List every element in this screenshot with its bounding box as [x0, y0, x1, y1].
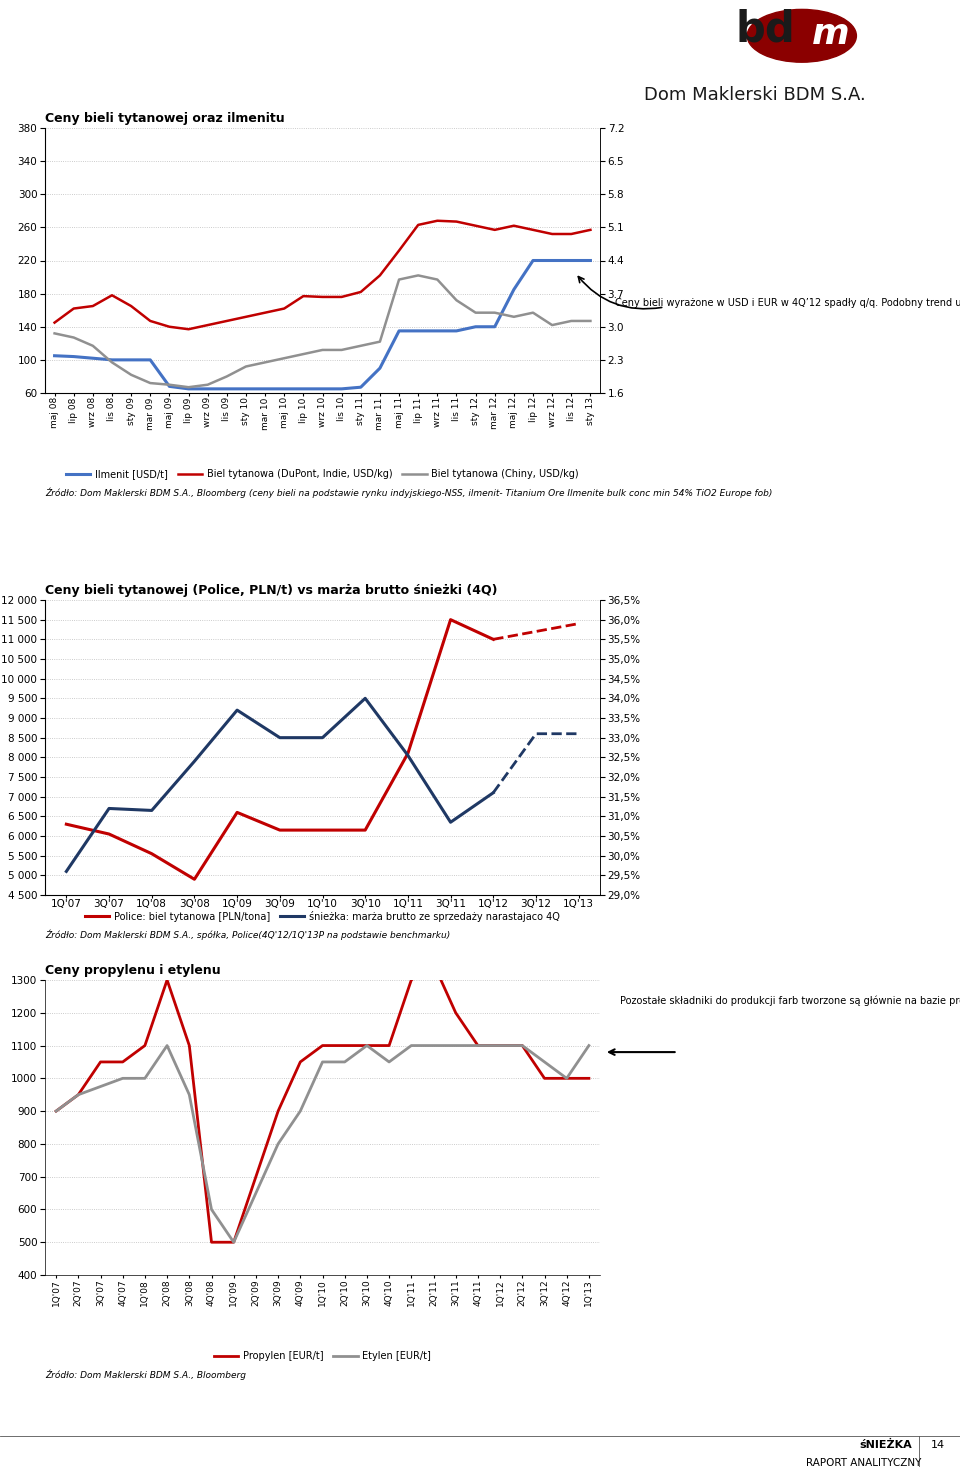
Legend: Ilmenit [USD/t], Biel tytanowa (DuPont, Indie, USD/kg), Biel tytanowa (Chiny, US: Ilmenit [USD/t], Biel tytanowa (DuPont, …: [62, 465, 583, 483]
Text: Pozostałe składniki do produkcji farb tworzone są głównie na bazie propylenu i e: Pozostałe składniki do produkcji farb tw…: [620, 995, 960, 1005]
Text: Ceny bieli wyrażone w USD i EUR w 4Q’12 spadły q/q. Podobny trend utrzymuje się : Ceny bieli wyrażone w USD i EUR w 4Q’12 …: [615, 296, 960, 308]
Text: Źródło: Dom Maklerski BDM S.A., spółka, Police(4Q'12/1Q'13P na podstawie benchma: Źródło: Dom Maklerski BDM S.A., spółka, …: [45, 929, 450, 939]
Text: Źródło: Dom Maklerski BDM S.A., Bloomberg: Źródło: Dom Maklerski BDM S.A., Bloomber…: [45, 1369, 246, 1379]
Text: bd: bd: [735, 9, 795, 50]
Text: 14: 14: [931, 1441, 946, 1451]
Text: Ceny propylenu i etylenu: Ceny propylenu i etylenu: [45, 964, 221, 977]
Text: Dom Maklerski BDM S.A.: Dom Maklerski BDM S.A.: [644, 87, 866, 104]
Text: Ceny bieli tytanowej oraz ilmenitu: Ceny bieli tytanowej oraz ilmenitu: [45, 113, 284, 126]
Text: Ceny bieli tytanowej (Police, PLN/t) vs marża brutto śnieżki (4Q): Ceny bieli tytanowej (Police, PLN/t) vs …: [45, 584, 497, 597]
Text: RAPORT ANALITYCZNY: RAPORT ANALITYCZNY: [806, 1458, 922, 1467]
Text: śNIEŻKA: śNIEŻKA: [859, 1441, 912, 1451]
Legend: Propylen [EUR/t], Etylen [EUR/t]: Propylen [EUR/t], Etylen [EUR/t]: [210, 1347, 435, 1364]
Text: Źródło: Dom Maklerski BDM S.A., Bloomberg (ceny bieli na podstawie rynku indyjsk: Źródło: Dom Maklerski BDM S.A., Bloomber…: [45, 487, 773, 497]
Legend: Police: biel tytanowa [PLN/tona], śnieżka: marża brutto ze sprzedaży narastajaco: Police: biel tytanowa [PLN/tona], śnieżk…: [81, 907, 564, 926]
Ellipse shape: [747, 9, 856, 62]
Text: m: m: [811, 16, 850, 50]
